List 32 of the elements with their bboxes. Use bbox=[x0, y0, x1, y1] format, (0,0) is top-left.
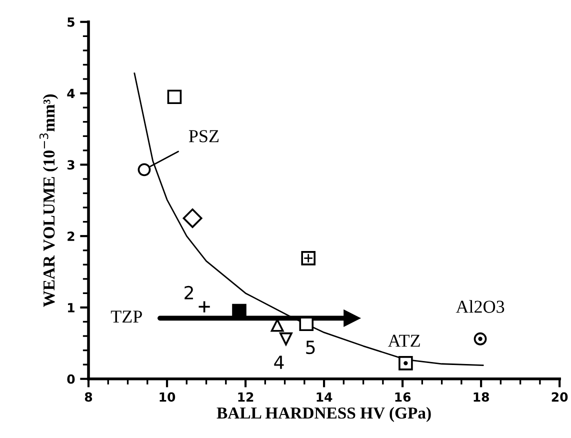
point bbox=[280, 332, 292, 346]
x-tick-label: 20 bbox=[552, 392, 568, 402]
x-axis-title: BALL HARDNESS HV (GPa) bbox=[216, 406, 431, 422]
y-tick-label: 3 bbox=[67, 160, 74, 170]
y-tick-label: 2 bbox=[68, 232, 74, 241]
annotation: PSZ bbox=[188, 130, 219, 142]
y-tick-label: 0 bbox=[67, 374, 75, 384]
point bbox=[270, 318, 284, 332]
point bbox=[138, 163, 151, 176]
x-tick-label: 16 bbox=[395, 392, 411, 402]
x-tick-label: 14 bbox=[316, 392, 332, 402]
x-tick-label: 18 bbox=[474, 392, 489, 402]
point bbox=[474, 332, 487, 346]
y-axis-title: WEAR VOLUME (10$^{−3}$mm³) bbox=[39, 94, 58, 307]
y-tick-label: 4 bbox=[67, 88, 75, 98]
point bbox=[182, 208, 202, 228]
annotation: TZP bbox=[110, 310, 142, 323]
annotation: ATZ bbox=[388, 334, 420, 347]
x-tick-label: 8 bbox=[84, 392, 92, 402]
y-tick-label: 5 bbox=[68, 18, 74, 27]
annotation: 5 bbox=[306, 340, 315, 354]
x-tick-label: 12 bbox=[238, 392, 254, 402]
point bbox=[198, 300, 211, 314]
y-tick-label: 1 bbox=[68, 303, 74, 312]
annotation: 2 bbox=[184, 286, 193, 300]
annotation: Al2O3 bbox=[456, 300, 504, 313]
point bbox=[167, 90, 182, 104]
point bbox=[344, 310, 360, 327]
annotation: 4 bbox=[274, 356, 284, 369]
point bbox=[398, 356, 413, 370]
x-tick-label: 10 bbox=[160, 392, 176, 402]
point bbox=[299, 316, 314, 332]
